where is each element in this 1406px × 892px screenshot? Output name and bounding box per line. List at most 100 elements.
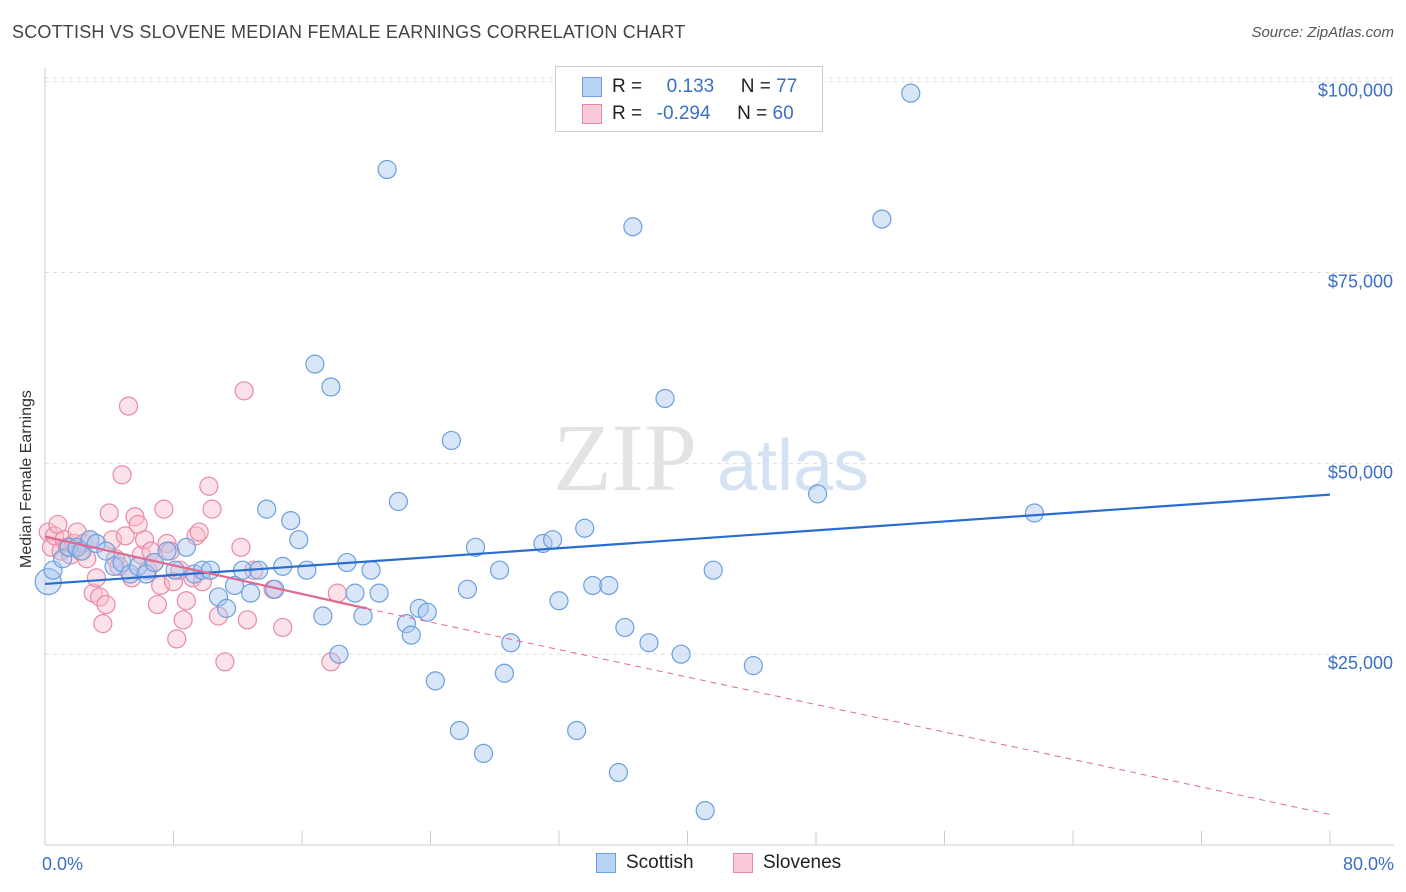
data-point — [297, 560, 317, 580]
data-point — [489, 560, 510, 580]
watermark-zip: ZIP — [553, 404, 697, 511]
data-point — [176, 591, 196, 611]
axes — [44, 68, 1394, 846]
data-point — [401, 625, 421, 645]
correlation-legend: R = 0.133 N = 77 R = -0.294 N = 60 — [555, 66, 823, 132]
data-point — [449, 720, 470, 741]
data-point — [542, 530, 563, 550]
data-point — [872, 209, 892, 229]
data-point — [102, 530, 123, 550]
data-point — [639, 633, 659, 653]
data-point — [53, 549, 73, 569]
data-point — [305, 354, 325, 374]
y-tick-label: $100,000 — [1318, 81, 1393, 101]
data-point — [608, 762, 629, 783]
data-point — [154, 499, 174, 519]
data-point — [703, 560, 723, 580]
data-point — [241, 583, 261, 603]
data-point — [655, 388, 675, 409]
data-point — [599, 575, 619, 596]
data-point — [115, 526, 135, 546]
data-point — [208, 606, 229, 626]
legend-r-label: R = — [612, 76, 643, 97]
data-point — [136, 564, 156, 584]
data-point — [583, 575, 603, 596]
data-point — [118, 396, 139, 416]
data-point — [417, 602, 437, 622]
data-point — [231, 537, 251, 557]
legend-swatch-blue — [582, 77, 602, 97]
data-point — [345, 583, 365, 603]
data-point — [157, 541, 177, 561]
legend-r-value: -0.294 — [656, 103, 711, 124]
data-point — [199, 476, 219, 496]
data-point — [575, 518, 595, 538]
data-point — [189, 522, 209, 542]
bottom-legend-swatch-pink — [733, 853, 753, 873]
legend-text-slovenes: R = -0.294 N = 60 — [612, 103, 794, 125]
tick-labels: 0.0% 80.0% $25,000 $50,000 $75,000 $100,000 — [42, 81, 1394, 874]
trend-line-slovenes-extended — [366, 607, 1331, 815]
source-label: Source: ZipAtlas.com — [1251, 24, 1394, 41]
legend-n-value: 77 — [776, 76, 798, 97]
data-point — [388, 491, 408, 512]
data-point — [99, 503, 119, 523]
trend-line-scottish — [44, 493, 1331, 586]
y-tick-label: $75,000 — [1328, 272, 1393, 292]
data-point — [623, 217, 643, 237]
data-point — [289, 530, 309, 550]
data-point — [208, 587, 229, 607]
data-point — [501, 633, 521, 653]
data-point — [112, 465, 132, 485]
data-point — [234, 381, 254, 401]
legend-n-label: N = — [737, 103, 768, 124]
data-point — [147, 594, 168, 615]
watermark: ZIP atlas — [553, 404, 869, 511]
bottom-legend-label-slovenes: Slovenes — [763, 852, 842, 873]
legend-r-label: R = — [612, 103, 643, 124]
data-point — [257, 499, 277, 519]
data-point — [457, 579, 478, 599]
data-point — [134, 530, 155, 550]
y-tick-label: $50,000 — [1328, 462, 1393, 482]
data-point — [321, 377, 341, 397]
data-point — [329, 644, 349, 664]
data-point — [202, 499, 222, 519]
data-point — [353, 606, 373, 626]
data-point — [273, 617, 293, 638]
data-point — [695, 801, 715, 821]
watermark-atlas: atlas — [717, 426, 869, 506]
data-point — [465, 537, 486, 557]
trend-lines — [44, 493, 1331, 815]
x-tick-label-min: 0.0% — [42, 854, 83, 874]
legend-text-scottish: R = 0.133 N = 77 — [612, 76, 797, 98]
data-point — [473, 743, 494, 764]
data-point — [313, 606, 333, 626]
data-point — [361, 560, 381, 580]
data-point — [90, 587, 110, 607]
data-point — [96, 594, 116, 615]
data-point — [549, 591, 569, 611]
data-point — [321, 652, 341, 672]
data-point — [1024, 503, 1045, 523]
data-point — [173, 610, 193, 630]
data-point — [377, 159, 397, 180]
bottom-legend-label-scottish: Scottish — [626, 852, 694, 873]
data-point — [200, 560, 221, 580]
trend-line-slovenes — [44, 535, 367, 610]
data-point — [281, 510, 301, 531]
legend-r-value: 0.133 — [666, 76, 715, 97]
scottish-points — [34, 83, 1045, 821]
slovenes-points — [38, 381, 347, 672]
data-point — [494, 663, 514, 683]
data-point — [215, 652, 235, 672]
data-point — [425, 671, 445, 691]
data-point — [167, 629, 187, 649]
data-point — [743, 656, 763, 676]
data-point — [86, 568, 107, 588]
data-point — [567, 720, 587, 741]
chart-title: SCOTTISH VS SLOVENE MEDIAN FEMALE EARNIN… — [12, 22, 686, 42]
bottom-legend-swatch-blue — [596, 853, 616, 873]
data-point — [237, 610, 257, 630]
